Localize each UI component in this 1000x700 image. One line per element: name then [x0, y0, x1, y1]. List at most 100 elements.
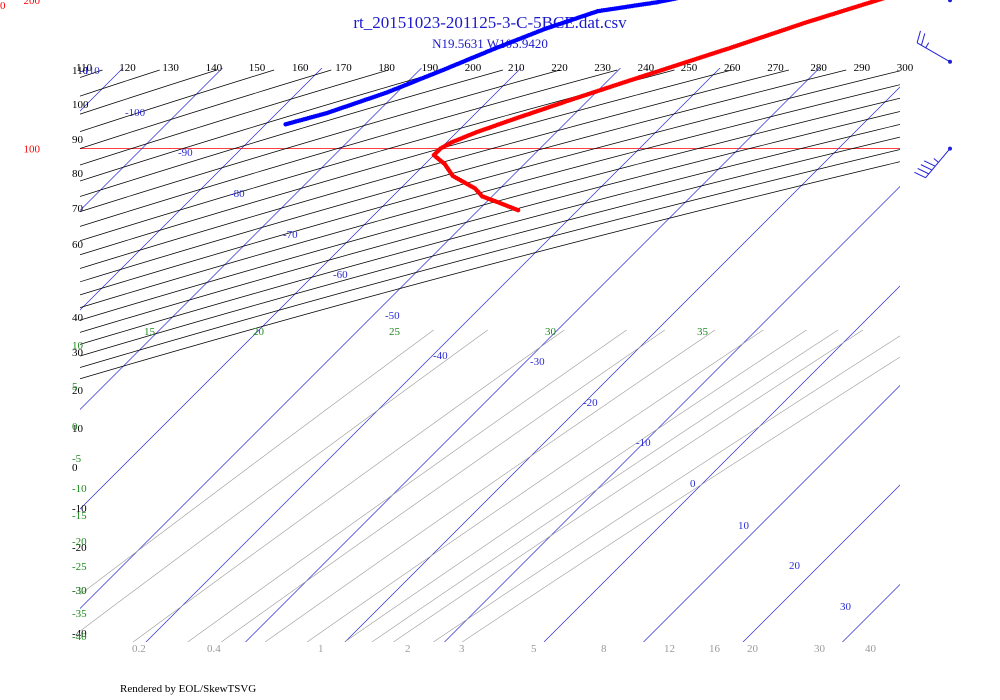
wind-barb-half-feather [933, 158, 939, 163]
isotherm-line [80, 68, 223, 211]
mixing-ratio-line [132, 329, 565, 642]
moist-adiabat-line [880, 0, 1000, 55]
moist-adiabat-label: -35 [72, 608, 87, 620]
isotherm-label: -90 [178, 147, 193, 159]
mixing-ratio-line [462, 356, 900, 642]
mixing-ratio-label: 0.2 [132, 643, 146, 655]
wind-barb-staff [925, 148, 951, 179]
top-axis-tick-label: 280 [810, 62, 827, 74]
isotherm-label: 20 [789, 560, 801, 572]
dry-adiabat-label: 10 [72, 423, 84, 435]
isotherm-line [245, 68, 820, 642]
moist-adiabat-label: -15 [72, 510, 87, 522]
isotherm-line [0, 68, 24, 642]
top-axis-tick-label: 120 [119, 62, 136, 74]
moist-adiabat-label: -20 [72, 536, 87, 548]
dry-adiabat-label: -40 [72, 628, 87, 640]
grid-lines [0, 0, 1000, 642]
mixing-ratio-line [306, 329, 764, 642]
dewpoint-point [283, 122, 288, 127]
chart-title: rt_20151023-201125-3-C-5BCE.dat.csv [353, 13, 627, 32]
isotherm-line [543, 285, 900, 642]
dry-adiabat-line [80, 69, 389, 166]
mixing-ratio-label: 0.4 [207, 643, 221, 655]
mixing-ratio-label: 1 [318, 643, 324, 655]
top-axis-tick-label: 300 [897, 62, 914, 74]
dry-adiabat-line [80, 69, 732, 256]
top-axis-tick-label: 170 [335, 62, 352, 74]
corner-label: 0 [0, 0, 6, 12]
wind-barb-staff [916, 42, 951, 63]
isotherm-line [942, 68, 1000, 642]
moist-adiabat-label: -5 [72, 453, 82, 465]
isotherm-label: -110 [80, 65, 100, 77]
top-axis-tick-label: 210 [508, 62, 525, 74]
mixing-ratio-label: 20 [747, 643, 759, 655]
dry-adiabat-label: -30 [72, 585, 87, 597]
moist-adiabat-top-label: 15 [144, 326, 156, 338]
isotherm-label: 30 [840, 601, 852, 613]
top-axis-tick-label: 270 [767, 62, 784, 74]
moist-adiabat-top-label: 25 [389, 326, 401, 338]
isotherm-label: -40 [433, 350, 448, 362]
dry-adiabat-line [80, 69, 561, 213]
moist-adiabat-label: 0 [72, 421, 78, 433]
top-axis-tick-label: 160 [292, 62, 309, 74]
wind-barb [914, 146, 952, 179]
isotherm-line [643, 385, 900, 642]
wind-barb-feather [920, 33, 926, 46]
dry-adiabat-label: 60 [72, 239, 84, 251]
isotherm-label: -30 [530, 356, 545, 368]
dry-adiabat-line [80, 69, 446, 182]
moist-adiabat-top-label: 30 [545, 326, 557, 338]
isotherm-line [842, 584, 900, 642]
isotherm-label: -80 [230, 188, 245, 200]
isotherm-label: -60 [333, 269, 348, 281]
dry-adiabat-line [80, 111, 900, 333]
dry-adiabat-line [80, 97, 900, 321]
mixing-ratio-label: 5 [531, 643, 537, 655]
wind-barbs [914, 0, 952, 179]
dewpoint-trace [283, 0, 679, 127]
dry-adiabat-label: 90 [72, 134, 84, 146]
pressure-tick-label: 100 [24, 144, 41, 156]
isotherm-line [80, 68, 323, 311]
footer-credit: Rendered by EOL/SkewTSVG [120, 683, 257, 695]
mixing-ratio-line [80, 329, 434, 595]
dry-adiabat-line [80, 69, 675, 242]
dry-adiabat-line [80, 69, 789, 269]
wind-barb-feather [920, 164, 933, 171]
mixing-ratio-line [371, 329, 839, 642]
mixing-ratio-line [393, 329, 864, 642]
moist-adiabat-label: -25 [72, 561, 87, 573]
dry-adiabat-label: -10 [72, 503, 87, 515]
mixing-ratio-line [433, 335, 900, 642]
temperature-trace [431, 0, 885, 213]
mixing-ratio-line [187, 329, 627, 642]
wind-barb-station [948, 0, 952, 3]
mixing-ratio-line [264, 329, 716, 642]
moist-adiabat-label: 5 [72, 381, 78, 393]
mixing-ratio-label: 40 [865, 643, 877, 655]
isotherm-line [80, 68, 422, 410]
isotherm-line [344, 86, 900, 642]
mixing-ratio-label: 30 [814, 643, 826, 655]
mixing-ratio-line [221, 329, 665, 642]
top-axis-tick-label: 110 [76, 62, 93, 74]
top-axis-tick-label: 140 [206, 62, 223, 74]
moist-adiabat-top-label: 35 [697, 326, 709, 338]
wind-barb-feather [914, 171, 926, 179]
isotherm-line [80, 68, 522, 510]
top-axis-tick-label: 290 [854, 62, 871, 74]
moist-adiabat-top-label: 20 [253, 326, 265, 338]
dry-adiabat-label: 110 [72, 65, 89, 77]
isotherm-label: -10 [636, 437, 651, 449]
dry-adiabat-label: -20 [72, 542, 87, 554]
dry-adiabat-label: 0 [72, 462, 78, 474]
dry-adiabat-line [80, 84, 900, 309]
dry-adiabat-label: 70 [72, 203, 84, 215]
top-axis-tick-label: 260 [724, 62, 741, 74]
top-axis-tick-label: 130 [162, 62, 179, 74]
dry-adiabat-line [80, 69, 847, 283]
dry-adiabat-line [80, 124, 900, 345]
